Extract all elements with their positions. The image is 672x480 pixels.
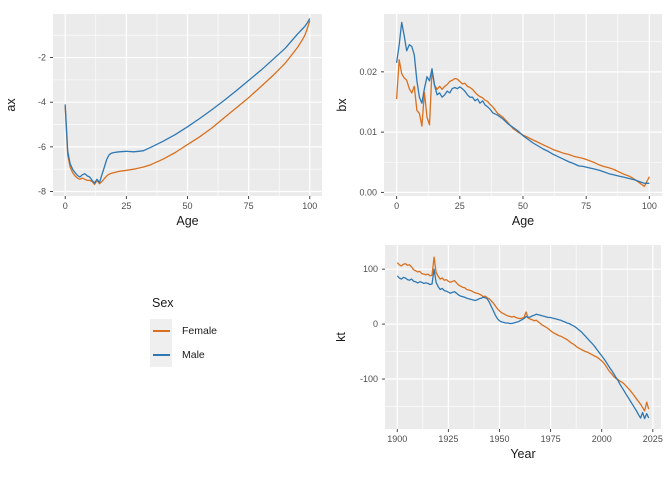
kt-year-chart: 1900 1925 1950 1975 2000 2025 -100 0 100 Year kt bbox=[336, 245, 663, 461]
x-axis-tick-label: 75 bbox=[581, 201, 591, 211]
y-axis-tick-label: 0.02 bbox=[359, 67, 377, 77]
series-line-male bbox=[396, 268, 650, 420]
y-axis-tick-label: -6 bbox=[38, 142, 46, 152]
series-line-male bbox=[395, 21, 650, 184]
female-line-swatch bbox=[152, 330, 170, 332]
x-axis-tick-label: 25 bbox=[455, 201, 465, 211]
y-axis-tick-label: 100 bbox=[363, 264, 378, 274]
y-axis-tick-label: 0.01 bbox=[359, 127, 377, 137]
legend-title: Sex bbox=[152, 296, 174, 310]
y-axis-title: ax bbox=[4, 98, 18, 112]
x-axis-tick-label: 0 bbox=[394, 201, 399, 211]
y-axis-tick-label: -2 bbox=[38, 53, 46, 63]
x-axis-tick-label: 50 bbox=[182, 201, 192, 211]
x-axis-title: Age bbox=[512, 214, 534, 228]
x-axis-tick-label: 50 bbox=[518, 201, 528, 211]
x-axis-tick-label: 1900 bbox=[387, 434, 407, 444]
x-axis-tick-label: 75 bbox=[244, 201, 254, 211]
panel-background bbox=[385, 245, 661, 429]
y-axis-tick-label: 0.00 bbox=[359, 187, 377, 197]
legend-sex: Sex Female Male bbox=[150, 296, 217, 367]
series-line-male bbox=[64, 18, 311, 184]
y-axis-tick-label: -8 bbox=[38, 187, 46, 197]
x-axis-title: Year bbox=[510, 447, 535, 461]
legend-key-female bbox=[150, 319, 172, 343]
x-axis-tick-label: 1950 bbox=[489, 434, 509, 444]
legend-label-male: Male bbox=[182, 349, 205, 361]
x-axis-tick-label: 1925 bbox=[438, 434, 458, 444]
series-line-female bbox=[64, 20, 311, 186]
x-axis-tick-label: 100 bbox=[302, 201, 317, 211]
x-axis-tick-label: 100 bbox=[642, 201, 657, 211]
ax-age-chart: 0 25 50 75 100 -8 -6 -4 -2 Age ax bbox=[4, 14, 322, 228]
x-axis-tick-label: 2000 bbox=[592, 434, 612, 444]
legend-item-male: Male bbox=[150, 343, 217, 367]
x-axis-title: Age bbox=[176, 214, 198, 228]
legend-label-female: Female bbox=[182, 325, 218, 337]
bx-age-chart: 0 25 50 75 100 0.00 0.01 0.02 Age bx bbox=[336, 14, 662, 228]
x-axis-tick-label: 0 bbox=[63, 201, 68, 211]
legend-item-female: Female bbox=[150, 319, 217, 343]
y-axis-title: kt bbox=[336, 332, 348, 342]
y-axis-tick-label: -100 bbox=[360, 374, 378, 384]
x-axis-tick-label: 25 bbox=[121, 201, 131, 211]
series-line-female bbox=[395, 59, 650, 188]
y-axis-tick-label: -4 bbox=[38, 97, 46, 107]
x-axis-tick-label: 1975 bbox=[541, 434, 561, 444]
legend-key-male bbox=[150, 343, 172, 367]
male-line-swatch bbox=[152, 354, 170, 356]
y-axis-title: bx bbox=[336, 98, 349, 112]
y-axis-tick-label: 0 bbox=[373, 319, 378, 329]
series-line-female bbox=[396, 256, 650, 412]
x-axis-tick-label: 2025 bbox=[643, 434, 663, 444]
